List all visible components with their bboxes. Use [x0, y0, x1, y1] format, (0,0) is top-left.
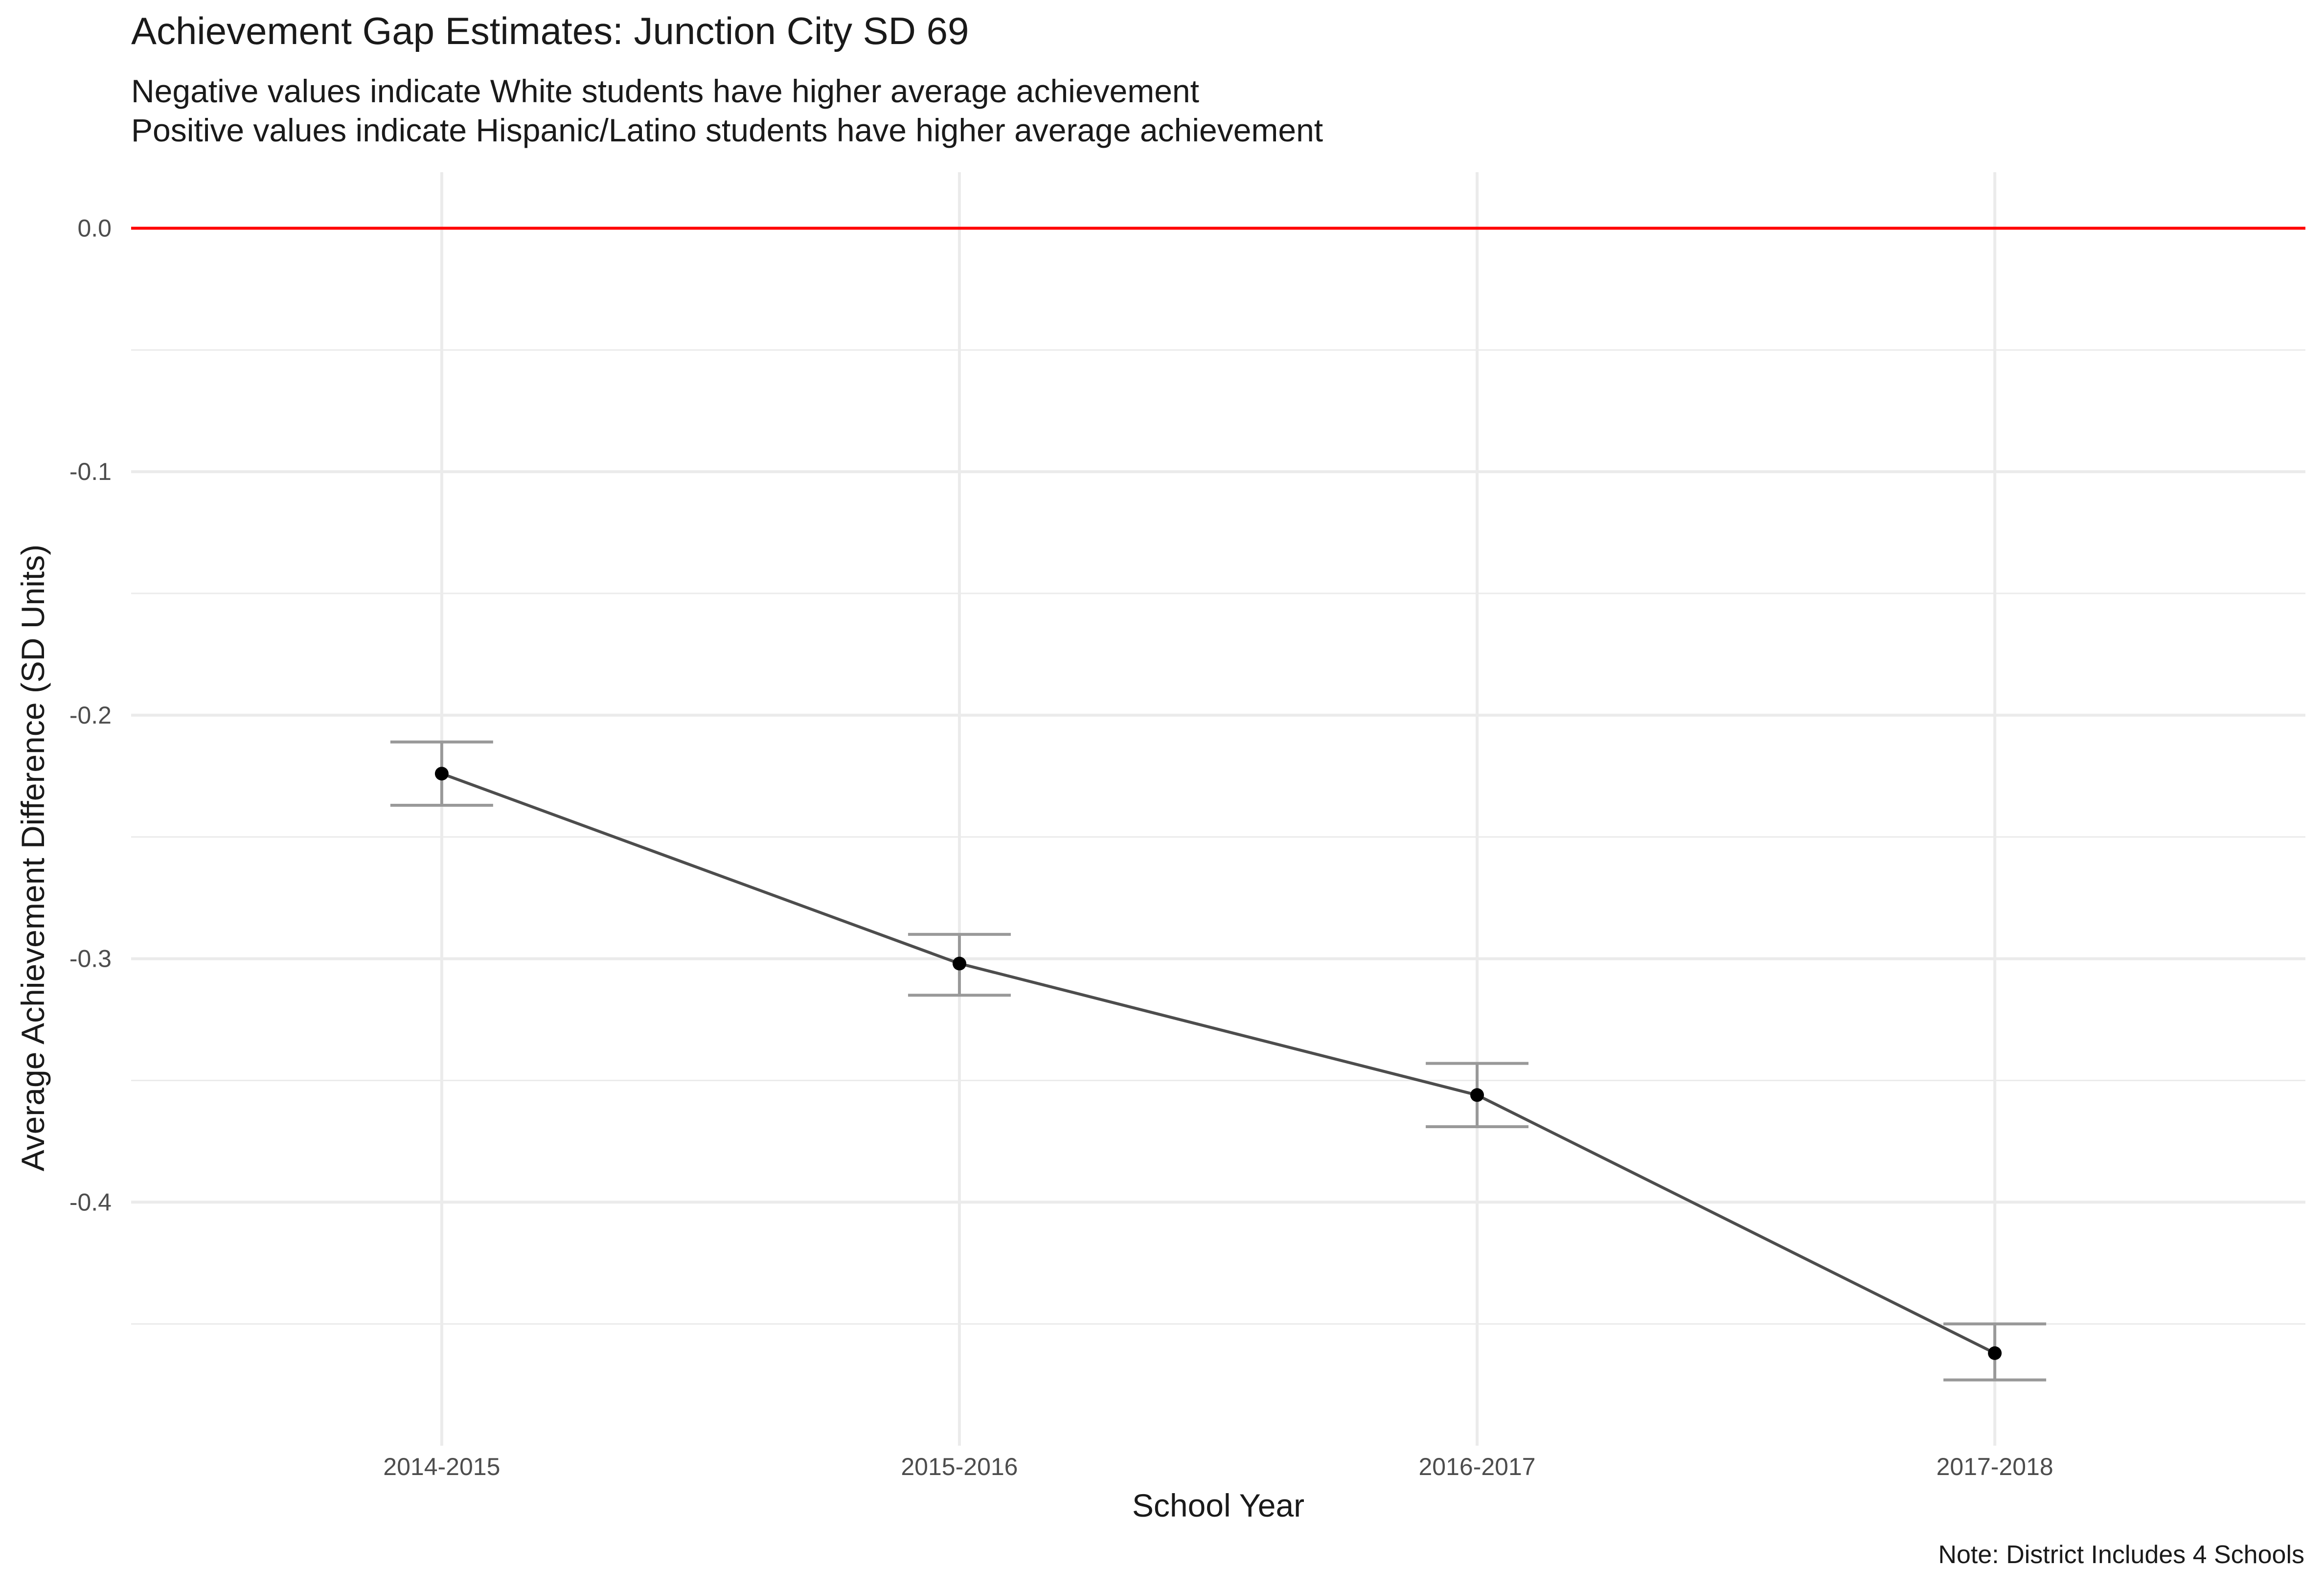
y-tick-label: -0.1 [69, 458, 112, 485]
data-points [434, 767, 2002, 1360]
x-tick-label: 2017-2018 [1937, 1453, 2053, 1480]
x-axis-title: School Year [1132, 1487, 1304, 1523]
y-tick-label: -0.2 [69, 702, 112, 729]
series-line-group [441, 772, 1996, 1355]
y-tick-label: -0.4 [69, 1188, 112, 1216]
chart-title: Achievement Gap Estimates: Junction City… [131, 9, 969, 52]
y-axis-tick-labels: 0.0 -0.1 -0.2 -0.3 -0.4 [69, 214, 112, 1216]
chart-subtitle-line-2: Positive values indicate Hispanic/Latino… [131, 112, 1323, 148]
series-line [441, 772, 1996, 1355]
y-axis-title: Average Achievement Difference (SD Units… [15, 545, 51, 1172]
chart-caption: Note: District Includes 4 Schools [1938, 1541, 2304, 1569]
chart-subtitle-line-1: Negative values indicate White students … [131, 73, 1199, 109]
x-tick-label: 2016-2017 [1418, 1453, 1535, 1480]
data-point [952, 956, 966, 971]
y-tick-label: 0.0 [77, 214, 112, 242]
data-point [434, 767, 449, 781]
x-tick-label: 2014-2015 [383, 1453, 500, 1480]
y-tick-label: -0.3 [69, 945, 112, 973]
x-axis-tick-labels: 2014-2015 2015-2016 2016-2017 2017-2018 [383, 1453, 2053, 1480]
data-point [1470, 1088, 1484, 1102]
gridlines [131, 172, 2305, 1446]
data-point [1988, 1346, 2002, 1360]
x-tick-label: 2015-2016 [901, 1453, 1018, 1480]
